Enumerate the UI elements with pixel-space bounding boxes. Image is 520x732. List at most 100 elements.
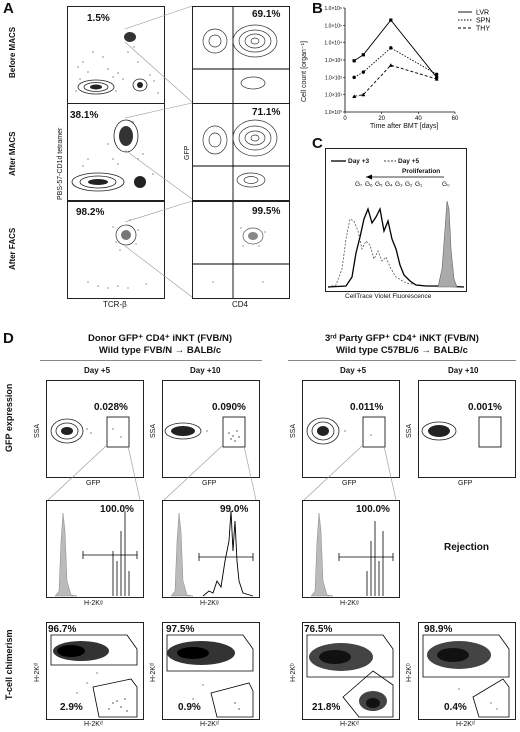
row-label-t-cell-chimerism: T-cell chimerism: [4, 629, 14, 700]
gfp-density-2: [164, 416, 246, 448]
chim-ylabel-1: H-2Kᵈ: [34, 663, 41, 682]
chim-plot-4: [418, 622, 516, 720]
generation-g3: G₃: [395, 181, 403, 188]
axis-label-gfp: GFP: [184, 145, 191, 160]
header-right-line1: 3ʳᵈ Party GFP⁺ CD4⁺ iNKT (FVB/N): [325, 333, 479, 344]
chim-density-2: [166, 634, 254, 718]
facs-contour-a4: [193, 7, 289, 103]
gfp-pct-4: 0.001%: [468, 402, 502, 413]
ssa-label-2: SSA: [150, 423, 157, 438]
facs-plot-a4: [192, 6, 290, 104]
day-label-1: Day +5: [84, 366, 111, 375]
x-tick-label: 60: [452, 116, 459, 122]
rejection-label: Rejection: [444, 542, 490, 553]
facs-plot-a1: [67, 6, 165, 104]
header-right-divider: [288, 360, 516, 361]
generation-g7: G₇: [355, 181, 363, 188]
data-point-thy: [434, 77, 439, 81]
hist-xlabel-3: H-2Kᵍ: [340, 600, 359, 607]
gfp-xlabel-1: GFP: [86, 480, 101, 487]
pct-a2-left: 38.1%: [70, 110, 99, 121]
facs-contour-a6: [193, 202, 289, 298]
hist-xlabel-1: H-2Kᵍ: [84, 600, 103, 607]
chim-ylabel-2: H-2Kᵈ: [150, 663, 157, 682]
data-point-lvr: [352, 59, 356, 63]
data-point-spn: [352, 75, 356, 80]
facs-plot-a5: [192, 103, 290, 201]
celltrace-xlabel: CellTrace Violet Fluorescence: [345, 293, 432, 300]
legend-label-spn: SPN: [476, 18, 490, 25]
chart-xlabel: Time after BMT [days]: [370, 123, 439, 130]
y-tick-label: 1.0×10⁵: [324, 23, 342, 29]
y-tick-label: 1.0×10⁶: [325, 6, 343, 12]
pct-a5-right: 71.1%: [252, 107, 281, 118]
header-left-line1: Donor GFP⁺ CD4⁺ iNKT (FVB/N): [87, 333, 233, 344]
chim-bot-4: 0.4%: [444, 702, 467, 713]
facs-density-a3: [87, 219, 147, 289]
row-label-before-macs: Before MACS: [8, 26, 17, 78]
panel-label-b: B: [312, 0, 323, 17]
proliferation-histogram: Day +3 Day +5 Proliferation G₇ G₆ G₅ G₄ …: [325, 148, 467, 292]
data-point-spn: [434, 72, 439, 76]
axis-label-cd4: CD4: [232, 300, 249, 309]
gfp-density-1: [50, 416, 130, 448]
data-point-thy: [361, 92, 366, 97]
proliferation-curves: [327, 160, 465, 288]
panel-label-d: D: [3, 330, 14, 347]
header-left-divider: [40, 360, 262, 361]
facs-density-a1: [75, 32, 159, 95]
chim-xlabel-4: H-2Kᵈ: [456, 721, 475, 728]
pct-a1-left: 1.5%: [87, 13, 110, 24]
chim-bot-1: 2.9%: [60, 702, 83, 713]
row-label-gfp-expression: GFP expression: [4, 383, 14, 452]
gfp-xlabel-4: GFP: [458, 480, 473, 487]
data-point-thy: [388, 63, 393, 67]
chim-plot-3: [302, 622, 400, 720]
gfp-pct-1: 0.028%: [94, 402, 128, 413]
legend-day3: Day +3: [348, 158, 370, 165]
generation-g6: G₆: [365, 181, 373, 188]
gfp-xlabel-3: GFP: [342, 480, 357, 487]
hist-pct-1: 100.0%: [100, 504, 134, 515]
axis-label-tetramer: PBS-57-CD1d tetramer: [57, 127, 64, 200]
chim-top-2: 97.5%: [166, 624, 195, 635]
ssa-label-4: SSA: [406, 423, 413, 438]
gfp-plot-2: [162, 380, 260, 478]
generation-g2: G₂: [405, 181, 413, 188]
generation-g0: G₀: [442, 181, 450, 188]
panel-label-c: C: [312, 135, 323, 152]
chim-bot-2: 0.9%: [178, 702, 201, 713]
legend-day5: Day +5: [398, 158, 420, 165]
legend-label-lvr: LVR: [476, 10, 489, 17]
hist-plot-2: [162, 500, 260, 598]
gfp-plot-3: [302, 380, 400, 478]
hist-curve-1: [54, 511, 138, 597]
chim-top-1: 96.7%: [48, 624, 77, 635]
hist-curve-3: [310, 512, 394, 597]
facs-plot-a6: [192, 201, 290, 299]
hist-curve-2: [170, 510, 254, 597]
y-tick-label: 1.0×10¹: [325, 93, 342, 99]
chim-top-3: 76.5%: [304, 624, 333, 635]
y-tick-label: 1.0×10⁰: [325, 110, 342, 116]
chim-ylabel-3: H-2Kᵇ: [290, 663, 297, 682]
data-point-lvr: [435, 75, 439, 79]
series-line-thy: [354, 64, 437, 97]
chim-density-4: [422, 634, 510, 718]
gfp-pct-3: 0.011%: [350, 402, 384, 413]
chim-density-1: [50, 634, 138, 718]
row-label-after-macs: After MACS: [8, 131, 17, 176]
gfp-plot-4: [418, 380, 516, 478]
chim-top-4: 98.9%: [424, 624, 453, 635]
chim-plot-1: [46, 622, 144, 720]
hist-plot-1: [46, 500, 144, 598]
header-right-line2: Wild type C57BL/6 → BALB/c: [336, 345, 468, 356]
data-point-thy: [352, 94, 357, 98]
facs-contour-a5: [193, 104, 289, 200]
chim-xlabel-2: H-2Kᵈ: [200, 721, 219, 728]
chim-plot-2: [162, 622, 260, 720]
header-left-line2: Wild type FVB/N → BALB/c: [98, 345, 222, 356]
x-tick-label: 40: [415, 116, 422, 122]
chart-ylabel: Cell count [organ⁻¹]: [301, 41, 308, 102]
day-label-3: Day +5: [340, 366, 367, 375]
